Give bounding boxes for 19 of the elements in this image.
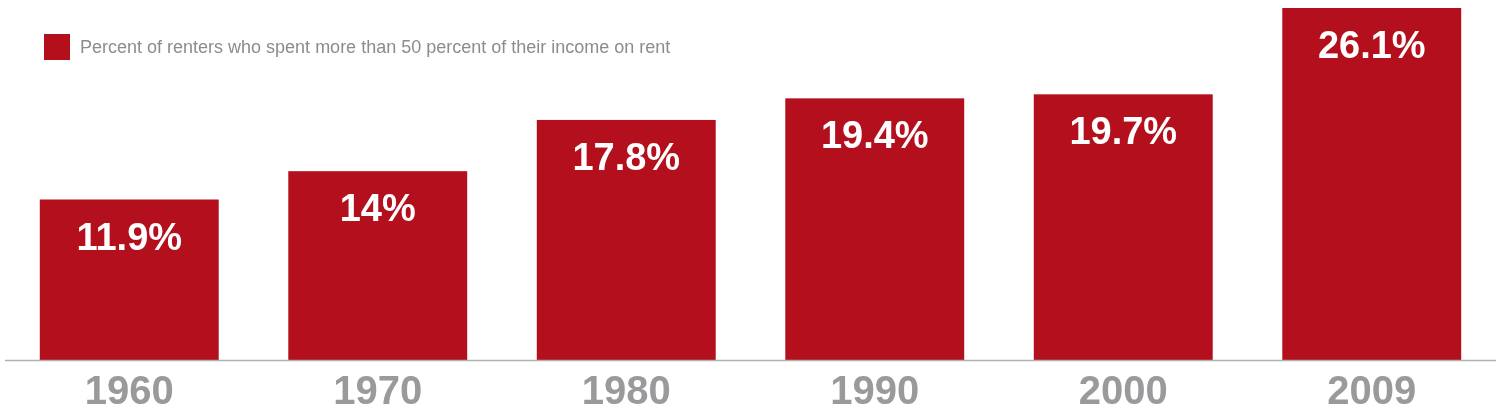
bar <box>536 119 716 360</box>
data-label: 14% <box>339 187 416 230</box>
data-label: 11.9% <box>76 215 183 258</box>
data-label: 17.8% <box>572 135 681 178</box>
bar <box>1282 8 1462 360</box>
x-tick-label: 1980 <box>581 368 671 408</box>
bar <box>785 98 965 360</box>
legend-label: Percent of renters who spent more than 50 percent of their income on rent <box>80 37 671 57</box>
bar <box>1033 94 1213 360</box>
x-tick-label: 2000 <box>1078 368 1168 408</box>
x-tick-label: 1970 <box>333 368 423 408</box>
x-tick-label: 1990 <box>830 368 920 408</box>
data-label: 26.1% <box>1317 24 1426 66</box>
data-label: 19.4% <box>820 114 929 157</box>
x-tick-label: 2009 <box>1327 368 1417 408</box>
bar <box>39 199 219 360</box>
data-label: 19.7% <box>1069 110 1178 153</box>
x-tick-label: 1960 <box>84 368 174 408</box>
bar <box>288 171 468 360</box>
